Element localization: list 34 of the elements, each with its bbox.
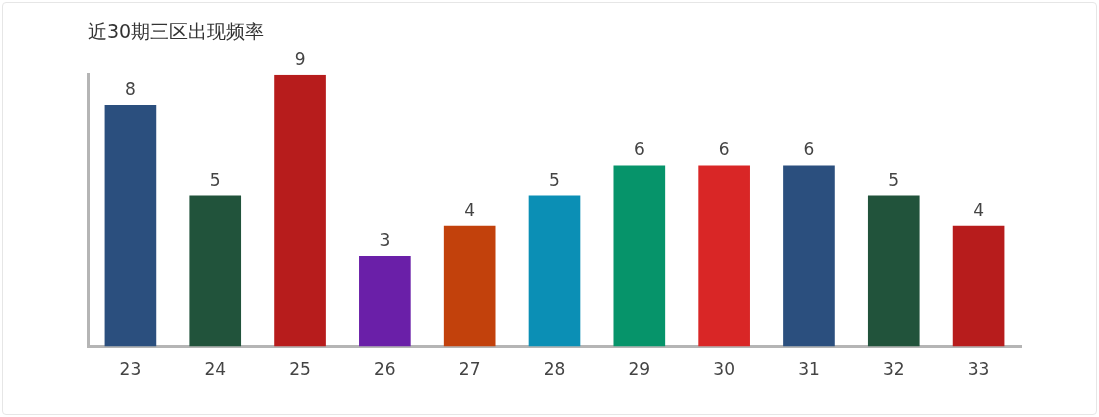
bar: [952, 225, 1005, 347]
bar: [104, 105, 157, 347]
x-tick-label: 25: [289, 359, 311, 380]
bar: [443, 225, 496, 347]
bar: [783, 165, 835, 347]
data-label: 8: [125, 78, 136, 99]
x-tick-label: 23: [119, 359, 142, 380]
data-label: 6: [803, 139, 815, 160]
bar: [528, 195, 581, 347]
bar: [189, 195, 242, 347]
bar: [274, 74, 326, 347]
chart-title: 近30期三区出现频率: [88, 20, 265, 43]
data-label: 4: [973, 199, 984, 220]
x-tick-label: 26: [374, 359, 396, 380]
x-tick-label: 29: [628, 359, 651, 380]
bar: [698, 165, 750, 347]
bar: [613, 165, 666, 347]
data-label: 5: [888, 169, 900, 190]
bar: [867, 195, 920, 347]
data-label: 5: [549, 169, 560, 190]
x-tick-label: 31: [798, 359, 820, 380]
x-tick-label: 30: [713, 359, 735, 380]
data-label: 9: [294, 48, 306, 69]
x-tick-label: 27: [458, 359, 481, 380]
data-label: 4: [464, 199, 476, 220]
x-tick-label: 28: [543, 359, 566, 380]
data-label: 3: [379, 229, 391, 250]
data-label: 6: [718, 139, 730, 160]
x-tick-label: 24: [204, 359, 227, 380]
data-label: 5: [209, 169, 221, 190]
bar: [359, 256, 411, 347]
x-tick-label: 32: [882, 359, 905, 380]
data-label: 6: [633, 139, 645, 160]
x-tick-label: 33: [967, 359, 990, 380]
